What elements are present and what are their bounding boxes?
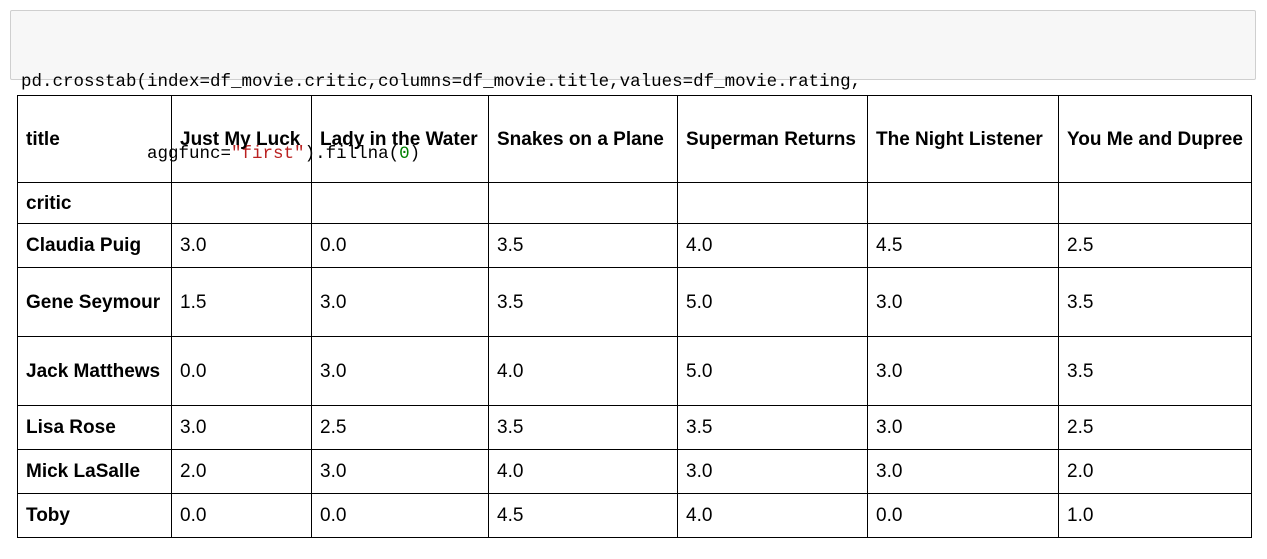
table-cell: 3.0 [171,223,312,268]
table-cell: 3.5 [1058,267,1252,337]
table-row: Gene Seymour 1.5 3.0 3.5 5.0 3.0 3.5 [17,267,1252,337]
table-cell: 3.0 [311,336,489,406]
table-row: Claudia Puig 3.0 0.0 3.5 4.0 4.5 2.5 [17,223,1252,268]
table-cell: 3.5 [488,405,678,450]
table-cell: 0.0 [311,223,489,268]
table-cell: 2.5 [1058,405,1252,450]
table-cell: 1.5 [171,267,312,337]
row-index-label: Mick LaSalle [17,449,172,494]
empty-cell [171,182,312,224]
table-row: Lisa Rose 3.0 2.5 3.5 3.5 3.0 2.5 [17,405,1252,450]
empty-cell [488,182,678,224]
empty-cell [677,182,868,224]
table-cell: 0.0 [311,493,489,538]
table-cell: 3.0 [867,267,1059,337]
table-cell: 0.0 [867,493,1059,538]
column-header: The Night Listener [867,95,1059,183]
table-cell: 1.0 [1058,493,1252,538]
table-cell: 3.0 [311,267,489,337]
cell-prompt-fragment: — [28,0,39,4]
table-cell: 3.5 [1058,336,1252,406]
table-cell: 5.0 [677,336,868,406]
table-cell: 3.0 [171,405,312,450]
index-name-header: critic [17,182,172,224]
column-header: Superman Returns [677,95,868,183]
empty-cell [1058,182,1252,224]
column-header: Lady in the Water [311,95,489,183]
table-cell: 3.0 [867,336,1059,406]
table-cell: 2.0 [1058,449,1252,494]
table-cell: 3.5 [488,223,678,268]
table-cell: 2.5 [311,405,489,450]
column-header: Just My Luck [171,95,312,183]
empty-cell [311,182,489,224]
columns-name-header: title [17,95,172,183]
crosstab-dataframe-table: title Just My Luck Lady in the Water Sna… [17,95,1252,538]
table-cell: 4.0 [488,449,678,494]
table-cell: 2.0 [171,449,312,494]
table-cell: 3.0 [311,449,489,494]
table-cell: 3.5 [488,267,678,337]
table-cell: 0.0 [171,336,312,406]
index-name-row: critic [17,182,1252,224]
table-cell: 4.5 [488,493,678,538]
table-cell: 4.5 [867,223,1059,268]
empty-cell [867,182,1059,224]
table-row: Mick LaSalle 2.0 3.0 4.0 3.0 3.0 2.0 [17,449,1252,494]
table-row: Jack Matthews 0.0 3.0 4.0 5.0 3.0 3.5 [17,336,1252,406]
row-index-label: Claudia Puig [17,223,172,268]
row-index-label: Gene Seymour [17,267,172,337]
table-cell: 4.0 [488,336,678,406]
table-cell: 4.0 [677,493,868,538]
code-cell-input[interactable]: pd.crosstab(index=df_movie.critic,column… [10,10,1256,164]
table-row: Toby 0.0 0.0 4.5 4.0 0.0 1.0 [17,493,1252,538]
column-header: You Me and Dupree [1058,95,1252,183]
row-index-label: Lisa Rose [17,405,172,450]
table-cell: 2.5 [1058,223,1252,268]
table-cell: 4.0 [677,223,868,268]
table-cell: 5.0 [677,267,868,337]
table-cell: 0.0 [171,493,312,538]
row-index-label: Toby [17,493,172,538]
table-cell: 3.0 [867,405,1059,450]
table-cell: 3.0 [867,449,1059,494]
code-line-1: pd.crosstab(index=df_movie.critic,column… [21,72,862,92]
columns-header-row: title Just My Luck Lady in the Water Sna… [17,95,1252,183]
column-header: Snakes on a Plane [488,95,678,183]
table-cell: 3.0 [677,449,868,494]
table-cell: 3.5 [677,405,868,450]
row-index-label: Jack Matthews [17,336,172,406]
